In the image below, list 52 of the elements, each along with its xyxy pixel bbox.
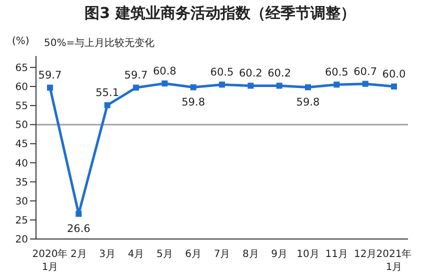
x-tick-label: 5月 bbox=[156, 249, 173, 260]
chart-title: 图3 建筑业商务活动指数（经季节调整） bbox=[84, 4, 356, 23]
x-tick-label: 8月 bbox=[242, 249, 259, 260]
y-axis-title: (%) bbox=[12, 36, 30, 47]
point bbox=[47, 84, 53, 91]
x-tick-label: 11月 bbox=[325, 249, 348, 260]
point bbox=[305, 84, 311, 90]
point bbox=[104, 102, 110, 108]
x-tick-label: 6月 bbox=[185, 249, 202, 260]
point bbox=[391, 84, 397, 90]
data-label: 60.2 bbox=[238, 68, 262, 80]
data-label: 26.6 bbox=[66, 222, 91, 235]
y-tick-label: 20 bbox=[15, 234, 28, 246]
y-tick-label: 25 bbox=[15, 215, 28, 226]
point bbox=[162, 80, 168, 86]
data-label: 60.0 bbox=[382, 68, 406, 80]
y-tick-label: 30 bbox=[15, 196, 28, 208]
y-tick-label: 50 bbox=[15, 120, 28, 132]
data-label: 60.5 bbox=[324, 66, 348, 79]
x-tick-label: 9月 bbox=[271, 249, 288, 260]
data-label: 60.8 bbox=[152, 65, 176, 78]
x-tick-label: 3月 bbox=[99, 249, 116, 260]
y-tick-label: 35 bbox=[15, 177, 28, 188]
x-tick-label: 12月 bbox=[354, 249, 377, 260]
data-label: 59.8 bbox=[296, 96, 320, 108]
data-label: 55.1 bbox=[96, 87, 120, 100]
point bbox=[190, 84, 196, 90]
point bbox=[76, 210, 82, 217]
data-label: 60.7 bbox=[354, 66, 378, 78]
data-label: 60.5 bbox=[210, 66, 234, 79]
y-tick-label: 45 bbox=[15, 139, 28, 150]
point bbox=[334, 82, 340, 88]
y-tick-label: 60 bbox=[15, 82, 28, 94]
x-tick-label: 2020年 1月 bbox=[32, 248, 68, 273]
point bbox=[248, 82, 254, 89]
data-label: 59.7 bbox=[38, 70, 62, 82]
data-label: 60.2 bbox=[268, 68, 292, 80]
x-tick-label: 2021年 1月 bbox=[376, 248, 412, 273]
data-label: 59.7 bbox=[124, 70, 148, 82]
point bbox=[276, 82, 282, 89]
point bbox=[362, 80, 368, 87]
data-label: 59.8 bbox=[182, 96, 206, 108]
y-tick-label: 55 bbox=[15, 101, 28, 112]
x-tick-label: 4月 bbox=[128, 249, 144, 260]
text: 50%=与上月比较无变化 bbox=[44, 36, 155, 50]
y-tick-label: 65 bbox=[15, 62, 28, 74]
point bbox=[219, 82, 225, 88]
x-tick-label: 10月 bbox=[296, 249, 320, 260]
point bbox=[133, 84, 139, 91]
x-tick-label: 7月 bbox=[214, 249, 230, 260]
y-tick-label: 40 bbox=[15, 158, 28, 170]
x-tick-label: 2月 bbox=[70, 249, 87, 260]
